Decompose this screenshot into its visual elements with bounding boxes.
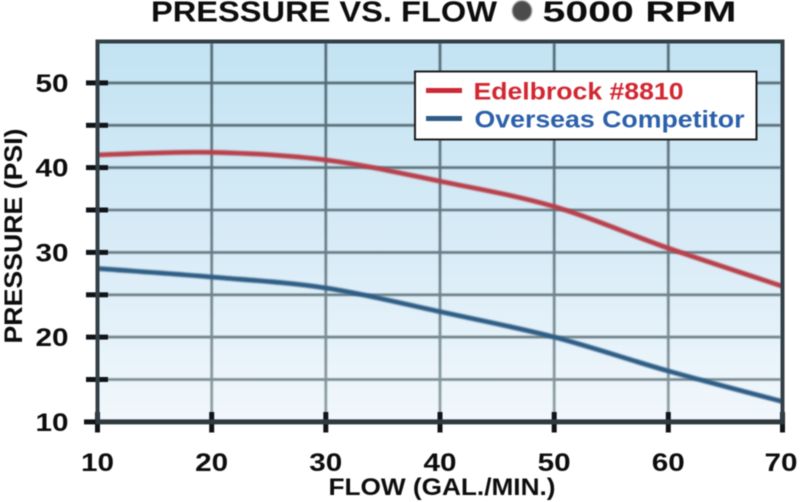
svg-text:Edelbrock #8810: Edelbrock #8810 xyxy=(474,78,684,105)
svg-text:20: 20 xyxy=(36,324,69,352)
svg-text:70: 70 xyxy=(765,449,798,477)
svg-text:20: 20 xyxy=(195,449,228,477)
svg-text:50: 50 xyxy=(36,70,69,98)
svg-text:30: 30 xyxy=(36,240,69,268)
svg-text:50: 50 xyxy=(538,449,571,477)
svg-text:PRESSURE VS. FLOW: PRESSURE VS. FLOW xyxy=(151,0,498,28)
svg-text:FLOW (GAL./MIN.): FLOW (GAL./MIN.) xyxy=(329,474,556,501)
svg-text:10: 10 xyxy=(81,449,114,477)
svg-text:30: 30 xyxy=(309,449,342,477)
svg-text:40: 40 xyxy=(424,449,457,477)
svg-text:60: 60 xyxy=(652,449,685,477)
svg-text:40: 40 xyxy=(36,155,69,183)
svg-text:5000 RPM: 5000 RPM xyxy=(543,0,737,28)
svg-text:Overseas Competitor: Overseas Competitor xyxy=(475,106,745,133)
svg-text:PRESSURE (PSI): PRESSURE (PSI) xyxy=(0,129,28,344)
svg-text:10: 10 xyxy=(36,409,69,437)
